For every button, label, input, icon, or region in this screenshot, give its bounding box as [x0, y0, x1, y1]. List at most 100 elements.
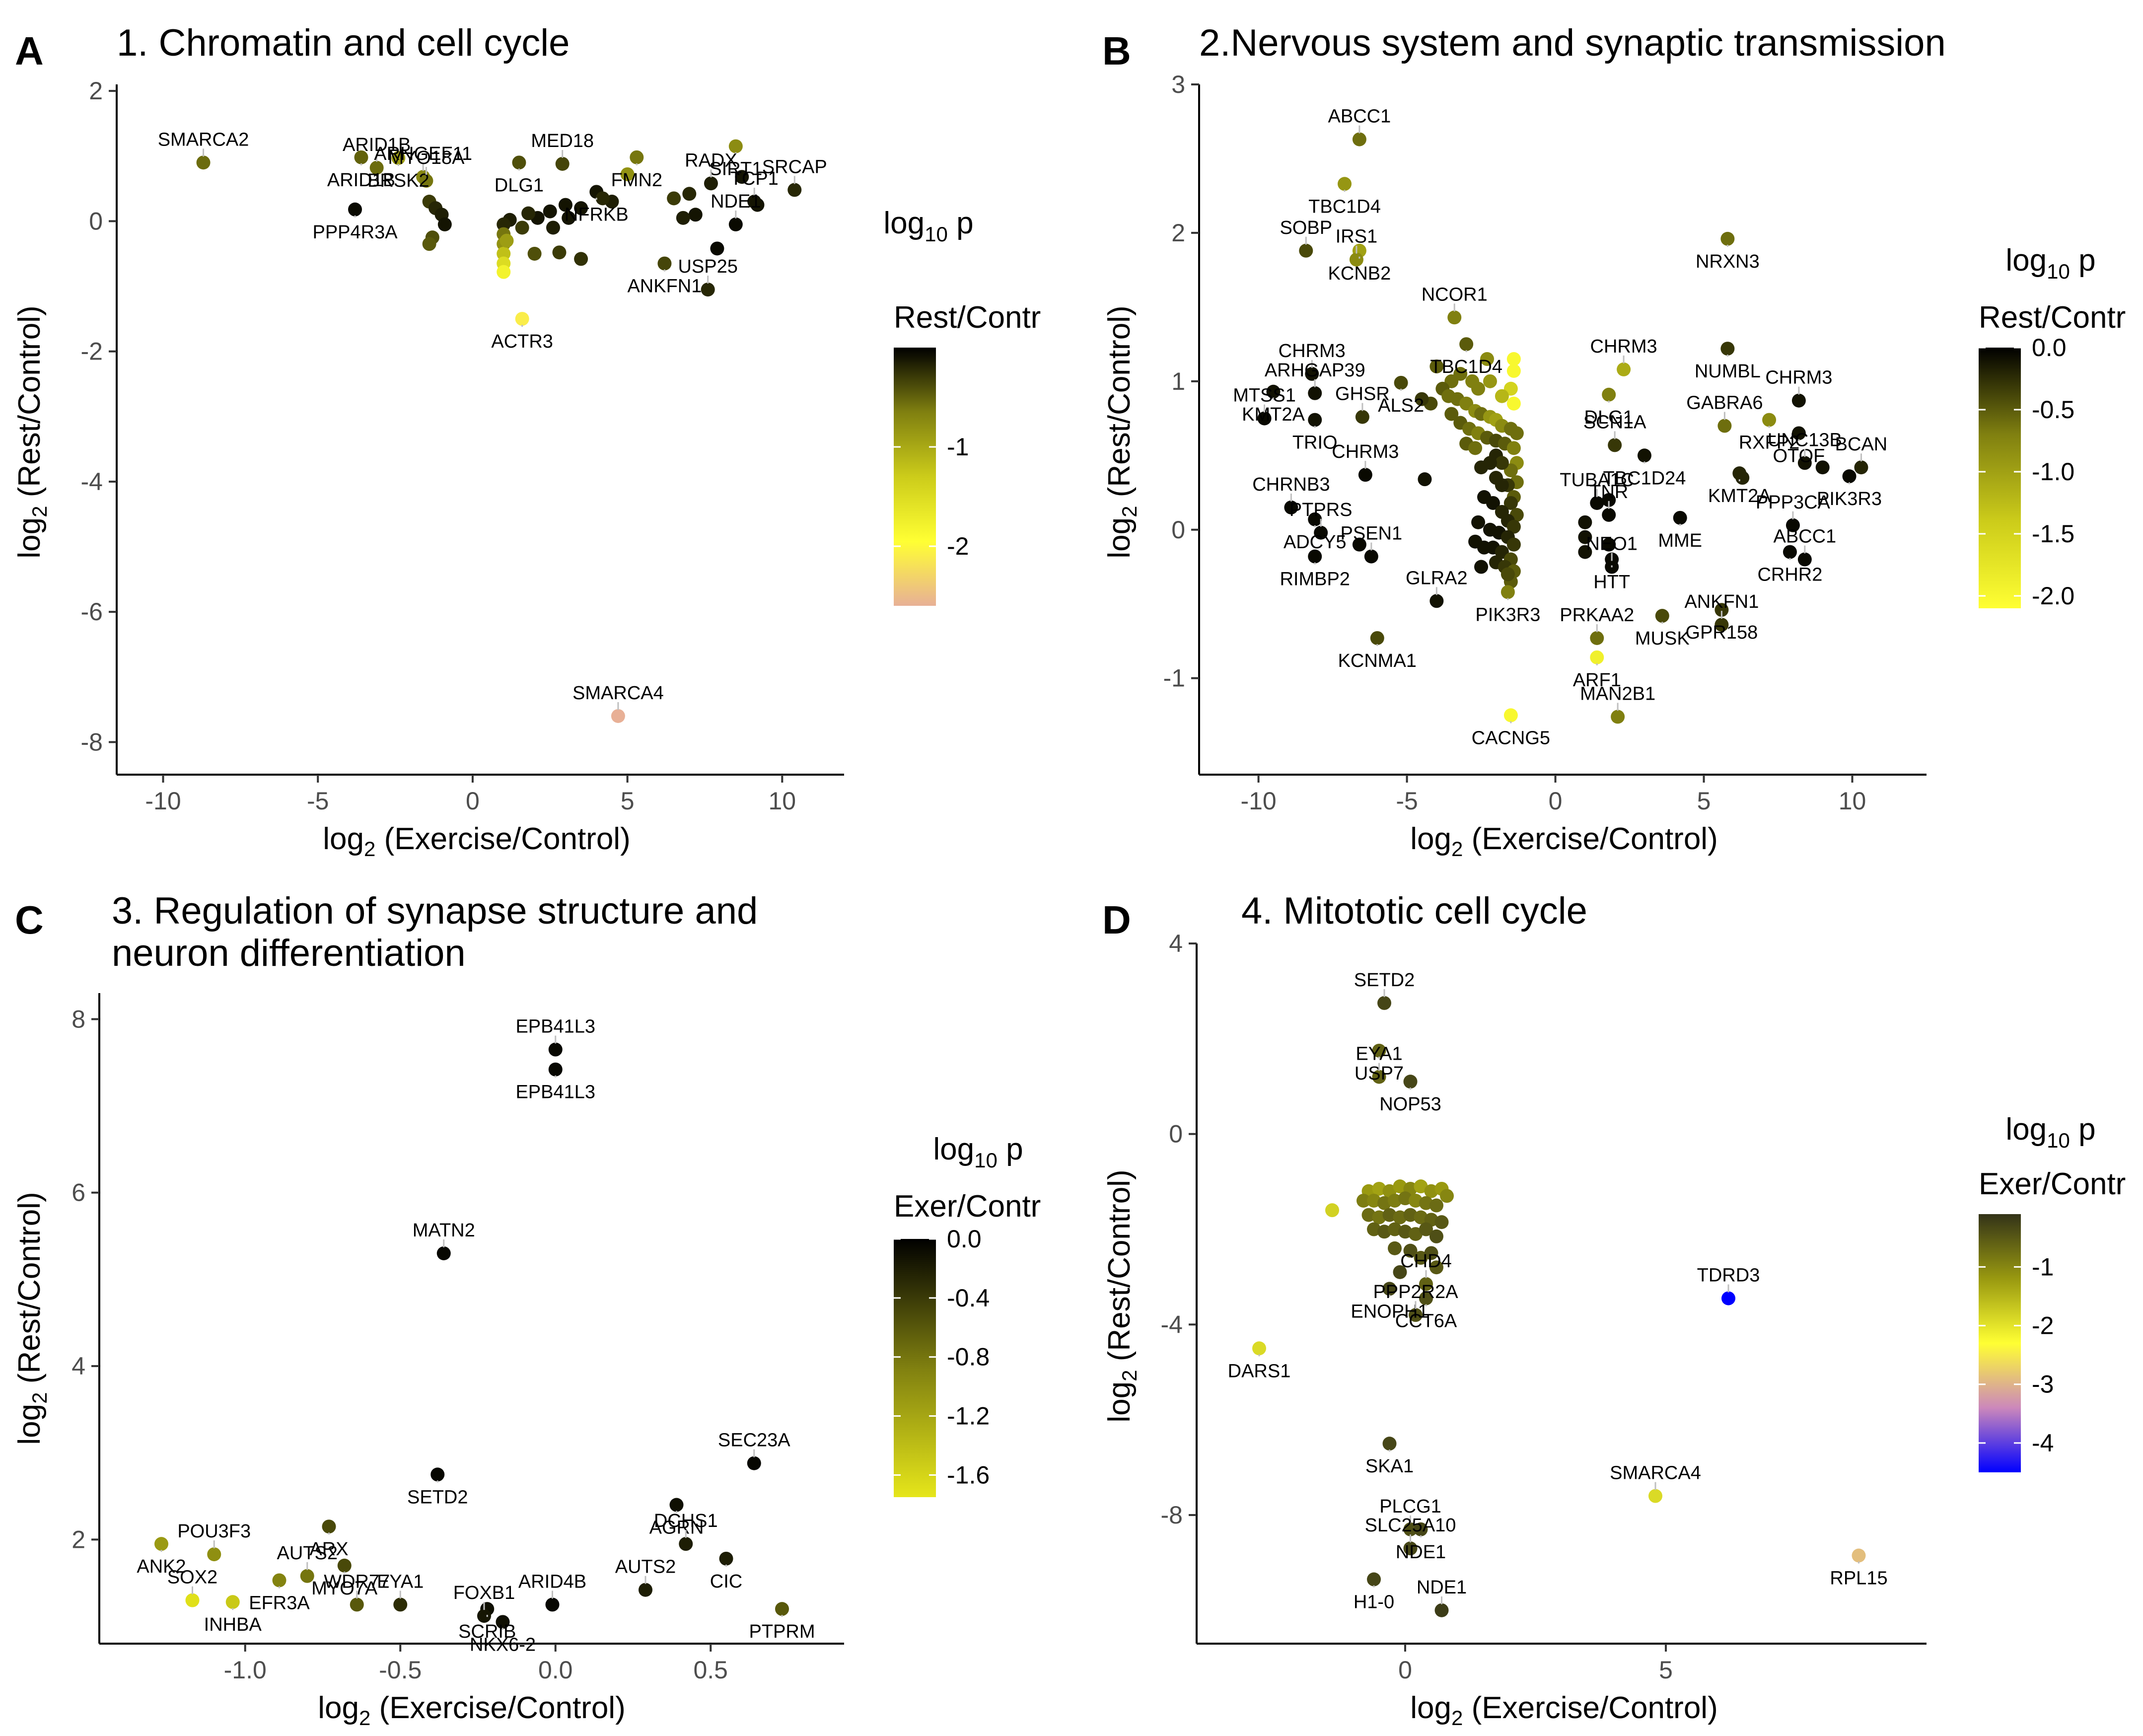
y-tick-label: 4 — [1169, 930, 1183, 957]
plot-area: -10 -5 0 5 1020-2-4-6-8SMARCA2ARID1BARID1BBR… — [81, 77, 844, 815]
y-tick-label: -4 — [1161, 1310, 1183, 1338]
x-tick-label: 10 — [769, 787, 796, 815]
data-point — [1377, 1196, 1391, 1210]
point-label: RPL15 — [1830, 1568, 1887, 1589]
legend-title: log10 p — [883, 206, 973, 246]
colorbar-tick-label: -4 — [2032, 1429, 2054, 1457]
data-point — [391, 151, 406, 165]
data-point — [1434, 1215, 1449, 1230]
point-label: GABRA6 — [1686, 393, 1763, 414]
data-point — [1394, 375, 1408, 390]
point-label: GLRA2 — [1406, 568, 1468, 588]
plot-area: 0 540-4-8SETD2USP7EYA1NOP53ENOPH1CHD4CCT6… — [1161, 930, 1927, 1684]
data-point — [430, 1467, 445, 1482]
data-point — [497, 265, 511, 279]
data-point — [1506, 363, 1521, 378]
data-point — [1468, 441, 1483, 455]
data-point — [1602, 387, 1616, 402]
data-point — [477, 1609, 491, 1623]
data-point — [1735, 471, 1750, 485]
x-tick-label: -10 — [1240, 787, 1276, 815]
data-point — [1637, 448, 1651, 463]
data-point — [1440, 1189, 1454, 1203]
legend-subtitle: Exer/Contr — [1979, 1167, 2126, 1201]
data-point — [1372, 1181, 1386, 1196]
data-point — [1370, 631, 1384, 645]
data-point — [512, 155, 526, 170]
data-point — [543, 204, 557, 218]
point-label: RADX — [685, 150, 737, 171]
data-point — [1424, 1246, 1438, 1260]
point-label: USP25 — [678, 256, 737, 277]
data-point — [1429, 1229, 1443, 1243]
data-point — [1398, 1191, 1412, 1206]
data-point — [272, 1573, 286, 1588]
data-point — [1284, 500, 1298, 514]
point-label: ANKFN1 — [1684, 591, 1759, 612]
point-label: EPB41L3 — [515, 1082, 595, 1103]
point-label: MATN2 — [413, 1220, 475, 1241]
point-label: SETD2 — [407, 1487, 468, 1508]
data-point — [688, 208, 703, 222]
legend-subtitle: Exer/Contr — [894, 1189, 1041, 1224]
data-point — [1403, 1208, 1418, 1222]
data-point — [1717, 419, 1732, 433]
data-point — [1299, 243, 1313, 258]
data-point — [710, 241, 724, 256]
data-point — [350, 1597, 364, 1612]
y-tick-label: -8 — [81, 728, 103, 756]
point-label: SKA1 — [1365, 1456, 1414, 1477]
data-point — [1578, 545, 1592, 559]
data-point — [1506, 352, 1521, 366]
colorbar-tick-label: -2 — [2032, 1312, 2054, 1340]
point-label: AUTS2 — [277, 1543, 338, 1564]
x-tick-label: -1.0 — [224, 1656, 267, 1684]
x-tick-label: -5 — [1396, 787, 1418, 815]
data-point — [630, 150, 644, 164]
x-tick-label: 0 — [1398, 1656, 1412, 1684]
x-tick-label: 5 — [1659, 1656, 1673, 1684]
data-point — [701, 283, 715, 297]
x-axis-label: log2 (Exercise/Control) — [1410, 822, 1717, 861]
data-point — [1419, 1277, 1433, 1291]
colorbar-tick-label: -3 — [2032, 1371, 2054, 1398]
y-axis-label: log2 (Rest/Control) — [1102, 305, 1141, 558]
data-point — [1403, 1075, 1418, 1089]
point-label: ABCC1 — [1328, 106, 1391, 127]
data-point — [521, 206, 536, 220]
point-label: PTPRM — [749, 1621, 815, 1642]
colorbar-tick-label: -2.0 — [2032, 582, 2074, 610]
point-label: H1-0 — [1354, 1592, 1394, 1613]
data-point — [719, 1551, 733, 1566]
panel-letter: C — [15, 898, 44, 942]
data-point — [1382, 1208, 1397, 1222]
colorbar-tick-label: -2 — [947, 532, 969, 560]
data-point — [1364, 549, 1378, 564]
data-point — [1349, 252, 1363, 267]
point-label: TDRD3 — [1697, 1265, 1760, 1286]
data-point — [1483, 374, 1497, 388]
data-point — [1602, 507, 1616, 522]
data-point — [1447, 310, 1462, 325]
data-point — [1590, 496, 1604, 510]
data-point — [1453, 366, 1468, 381]
y-tick-label: -4 — [81, 468, 103, 496]
point-label: ARHGEF11 — [374, 144, 472, 164]
data-point — [1506, 537, 1521, 552]
y-axis-label: log2 (Rest/Control) — [1102, 1169, 1141, 1422]
point-label: SMARCA4 — [572, 683, 664, 704]
point-label: PPP4R3A — [312, 222, 398, 243]
point-label: NFRKB — [565, 204, 629, 225]
data-point — [1367, 1572, 1381, 1587]
data-point — [1459, 337, 1474, 352]
x-tick-label: 5 — [1697, 787, 1711, 815]
point-label: BRSK2 — [367, 170, 429, 191]
point-label: UNC13B — [1768, 430, 1842, 450]
point-label: SOBP — [1280, 217, 1332, 238]
data-point — [548, 1062, 563, 1077]
point-label: SEC23A — [718, 1430, 790, 1451]
data-point — [1486, 496, 1500, 510]
x-tick-label: 5 — [621, 787, 635, 815]
point-label: KMT2A — [1242, 404, 1305, 425]
point-label: SCN1A — [1583, 412, 1646, 433]
